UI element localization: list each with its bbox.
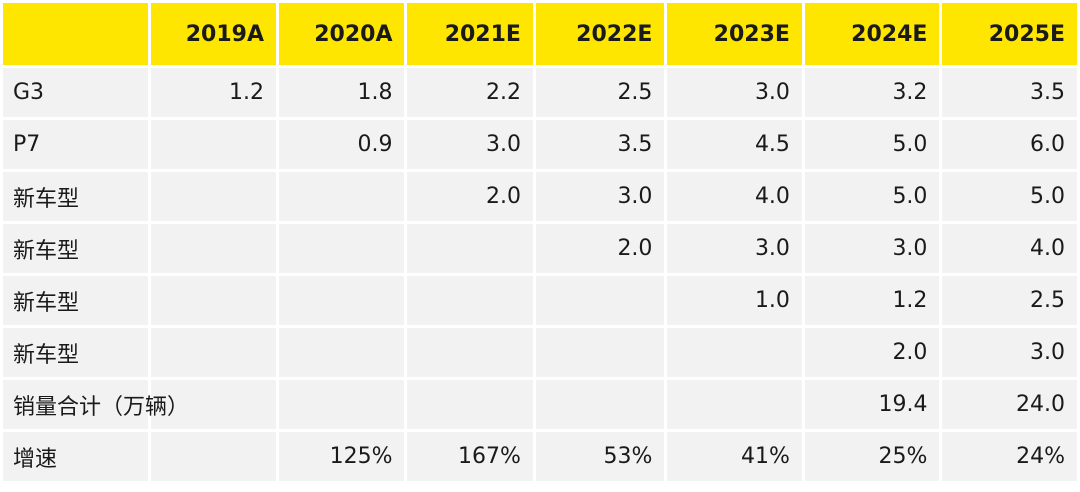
row-label: 新车型 (3, 328, 148, 377)
header-2024e: 2024E (804, 3, 940, 65)
header-2019a: 2019A (150, 3, 277, 65)
table-cell: 2.5 (535, 68, 665, 117)
table-row: 新车型 2.0 3.0 (3, 328, 1077, 377)
table-cell: 167% (407, 432, 533, 481)
header-2025e: 2025E (942, 3, 1077, 65)
table-cell: 1.2 (804, 276, 940, 325)
table-cell: 4.0 (942, 224, 1077, 273)
table-cell: 3.5 (535, 120, 665, 169)
table-cell (150, 432, 277, 481)
table-cell: 41% (667, 432, 802, 481)
row-label: 新车型 (3, 224, 148, 273)
table-cell: 0.9 (279, 120, 405, 169)
header-2022e: 2022E (535, 3, 665, 65)
table-cell (150, 276, 277, 325)
table-row: 新车型 1.0 1.2 2.5 (3, 276, 1077, 325)
header-2021e: 2021E (407, 3, 533, 65)
table-row: 新车型 2.0 3.0 4.0 5.0 5.0 (3, 172, 1077, 221)
table-cell: 5.0 (942, 172, 1077, 221)
table-cell: 53% (535, 432, 665, 481)
table-row: 新车型 2.0 3.0 3.0 4.0 (3, 224, 1077, 273)
table-cell: 25% (804, 432, 940, 481)
table-cell (279, 380, 405, 429)
table-cell (535, 276, 665, 325)
table-row: G3 1.2 1.8 2.2 2.5 3.0 3.2 3.5 (3, 68, 1077, 117)
table-cell: 125% (279, 432, 405, 481)
row-label: 销量合计（万辆） (3, 380, 189, 429)
table-cell (150, 328, 277, 377)
table-cell: 3.5 (942, 68, 1077, 117)
table-cell (279, 224, 405, 273)
table-cell (279, 276, 405, 325)
table-cell (407, 328, 533, 377)
table-cell: 5.0 (804, 172, 940, 221)
table-cell (279, 172, 405, 221)
table-cell: 2.5 (942, 276, 1077, 325)
table-cell: 5.0 (804, 120, 940, 169)
row-label: 增速 (3, 432, 148, 481)
table-cell: 2.0 (407, 172, 533, 221)
table-cell: 1.0 (667, 276, 802, 325)
table-row: 销量合计（万辆） 19.4 24.0 (3, 380, 1077, 429)
header-corner (3, 3, 148, 65)
row-label: 新车型 (3, 172, 148, 221)
table-cell: 3.0 (667, 224, 802, 273)
table-cell: 3.0 (667, 68, 802, 117)
table-cell: 3.0 (804, 224, 940, 273)
table-cell (667, 380, 802, 429)
table-cell: 3.0 (942, 328, 1077, 377)
table-cell: 1.2 (150, 68, 277, 117)
table-cell (279, 328, 405, 377)
table-cell: 3.0 (407, 120, 533, 169)
table-cell (150, 224, 277, 273)
table-cell (407, 224, 533, 273)
table-cell (150, 172, 277, 221)
table-cell: 6.0 (942, 120, 1077, 169)
table-cell: 24% (942, 432, 1077, 481)
row-label: G3 (3, 68, 148, 117)
table-cell: 3.2 (804, 68, 940, 117)
table-cell: 3.0 (535, 172, 665, 221)
table-row: 增速 125% 167% 53% 41% 25% 24% (3, 432, 1077, 481)
table-cell (535, 328, 665, 377)
table-cell: 2.0 (804, 328, 940, 377)
table-cell (535, 380, 665, 429)
table-cell: 24.0 (942, 380, 1077, 429)
row-label: 新车型 (3, 276, 148, 325)
header-row: 2019A 2020A 2021E 2022E 2023E 2024E 2025… (3, 3, 1077, 65)
table-cell: 4.5 (667, 120, 802, 169)
header-2020a: 2020A (279, 3, 405, 65)
table-cell: 2.2 (407, 68, 533, 117)
table-cell: 2.0 (535, 224, 665, 273)
row-label: P7 (3, 120, 148, 169)
table-cell: 1.8 (279, 68, 405, 117)
table-cell (150, 380, 277, 429)
table-row: P7 0.9 3.0 3.5 4.5 5.0 6.0 (3, 120, 1077, 169)
table-cell (407, 276, 533, 325)
table-cell (667, 328, 802, 377)
table-cell (407, 380, 533, 429)
table-cell: 4.0 (667, 172, 802, 221)
table-cell: 19.4 (804, 380, 940, 429)
table-cell (150, 120, 277, 169)
header-2023e: 2023E (667, 3, 802, 65)
